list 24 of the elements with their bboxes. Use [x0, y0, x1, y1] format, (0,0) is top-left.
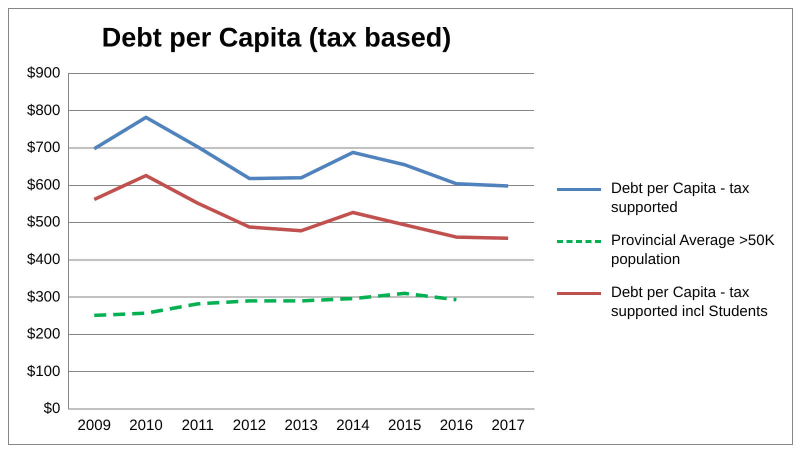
line-series — [92, 292, 458, 318]
legend-label: Debt per Capita - tax supported incl Students — [611, 283, 769, 321]
x-tick-label: 2013 — [284, 417, 318, 434]
legend-label: Provincial Average >50K population — [611, 231, 776, 269]
x-tick-label: 2009 — [78, 417, 111, 434]
legend-label: Debt per Capita - tax supported — [611, 179, 750, 217]
y-tick-label: $800 — [26, 102, 60, 119]
x-tick-label: 2017 — [491, 417, 525, 434]
y-tick-label: $100 — [26, 362, 60, 380]
y-tick-label: $200 — [26, 326, 60, 343]
y-tick-label: $300 — [26, 288, 60, 306]
x-tick-label: 2012 — [232, 417, 266, 434]
chart-title: Debt per Capita (tax based) — [102, 22, 452, 53]
y-tick-label: $400 — [26, 250, 60, 268]
x-tick-label: 2015 — [388, 417, 422, 434]
y-tick-label: $500 — [26, 214, 60, 231]
y-tick-label: $900 — [26, 64, 60, 82]
x-tick-label: 2016 — [440, 417, 474, 434]
x-tick-label: 2010 — [129, 417, 163, 434]
y-tick-label: $700 — [26, 139, 60, 156]
y-tick-label: $0 — [44, 400, 60, 418]
y-tick-label: $600 — [26, 176, 60, 194]
x-tick-label: 2011 — [182, 417, 214, 434]
x-tick-label: 2014 — [336, 417, 370, 434]
